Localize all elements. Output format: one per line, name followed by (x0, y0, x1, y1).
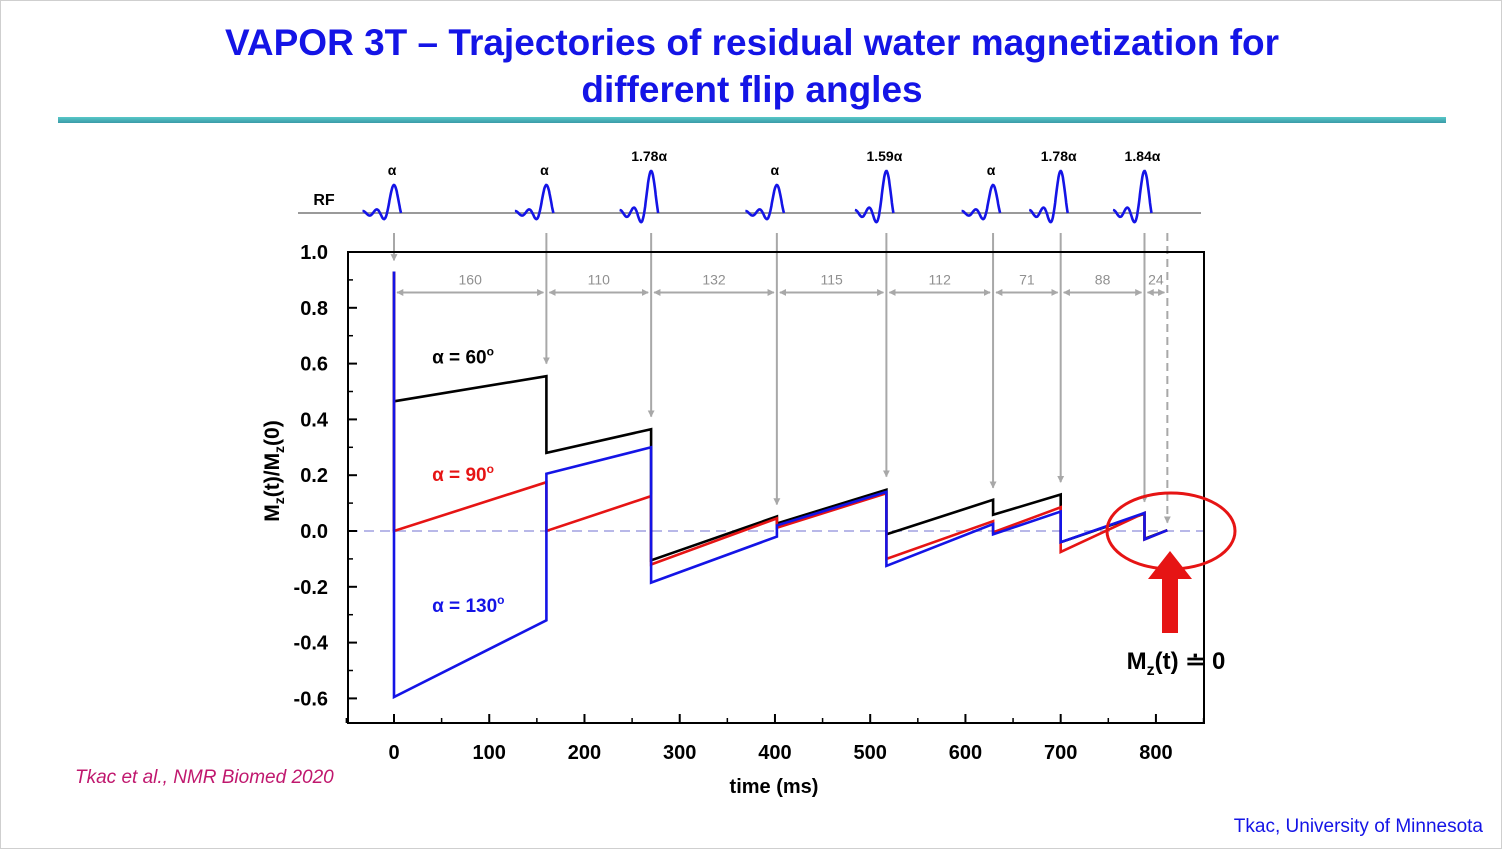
series-line-1 (392, 271, 1168, 567)
annotation (1105, 491, 1237, 633)
y-tick-label-4: 0.2 (300, 465, 328, 487)
rf-pulse-label-6: 1.78α (1041, 148, 1077, 164)
title-underline (58, 117, 1446, 123)
rf-pulse-1 (514, 183, 555, 221)
highlight-arrow (1148, 551, 1192, 633)
rf-label: RF (313, 192, 335, 209)
rf-pulse-label-7: 1.84α (1125, 148, 1161, 164)
interval-label-0: 160 (459, 271, 483, 287)
interval-label-6: 88 (1095, 271, 1111, 287)
x-tick-label-8: 800 (1139, 742, 1172, 764)
interval-label-7: 24 (1148, 271, 1164, 287)
rf-pulse-4 (854, 169, 895, 224)
rf-pulse-7 (1112, 169, 1153, 224)
y-axis-label: Mz(t)/Mz(0) (261, 420, 287, 521)
series-label-2: α = 130o (432, 593, 504, 617)
rf-pulse-5 (961, 183, 1002, 221)
x-axis-label: time (ms) (730, 776, 819, 798)
rf-pulse-label-3: α (771, 162, 780, 178)
x-tick-label-6: 600 (949, 742, 982, 764)
x-tick-label-4: 400 (758, 742, 791, 764)
y-tick-label-3: 0.4 (300, 409, 329, 431)
series-line-0 (392, 271, 1168, 563)
interval-label-4: 112 (929, 271, 952, 287)
interval-label-1: 110 (588, 271, 611, 287)
interval-arrows: 160 110 132 115 112 71 88 24 (396, 271, 1166, 296)
title-line-2: different flip angles (581, 69, 923, 110)
slide-title: VAPOR 3T – Trajectories of residual wate… (1, 19, 1502, 113)
y-tick-label-6: -0.2 (294, 577, 328, 599)
series-lines (392, 271, 1168, 700)
x-tick-label-2: 200 (568, 742, 601, 764)
series-line-2 (392, 271, 1168, 700)
series-label-1: α = 90o (432, 462, 494, 486)
pulse-drop-arrows (390, 233, 1171, 524)
interval-label-2: 132 (702, 271, 726, 287)
y-tick-label-5: 0.0 (300, 521, 328, 543)
x-tick-label-0: 0 (388, 742, 399, 764)
x-tick-label-3: 300 (663, 742, 696, 764)
rf-pulse-label-4: 1.59α (866, 148, 902, 164)
rf-pulse-0 (362, 183, 403, 221)
rf-pulse-3 (745, 183, 786, 221)
y-tick-label-7: -0.4 (294, 633, 329, 655)
plot-frame (347, 251, 1205, 724)
series-label-0: α = 60o (432, 345, 494, 369)
axes: 1.0 0.8 0.6 0.4 0.2 0.0 -0.2 -0.4 -0.6 0 100 200 300… (294, 242, 1205, 764)
y-tick-label-2: 0.6 (300, 354, 328, 376)
rf-pulse-train: α α 1.78α α 1.59α α 1.78α 1.84α (298, 148, 1201, 224)
interval-label-3: 115 (820, 271, 843, 287)
y-tick-label-0: 1.0 (300, 242, 328, 264)
y-tick-label-8: -0.6 (294, 688, 328, 710)
interval-label-5: 71 (1019, 271, 1035, 287)
x-tick-label-5: 500 (854, 742, 887, 764)
series-labels: α = 60o α = 90o α = 130o (432, 345, 504, 617)
rf-pulse-label-5: α (987, 162, 996, 178)
rf-pulse-label-2: 1.78α (631, 148, 667, 164)
citation: Tkac et al., NMR Biomed 2020 (75, 767, 334, 788)
y-tick-label-1: 0.8 (300, 298, 328, 320)
author-credit: Tkac, University of Minnesota (1233, 816, 1483, 837)
x-tick-label-7: 700 (1044, 742, 1077, 764)
rf-pulse-label-0: α (388, 162, 397, 178)
x-tick-label-1: 100 (473, 742, 506, 764)
rf-pulse-label-1: α (540, 162, 549, 178)
mz-zero-annotation: Mz(t) ≐ 0 (1127, 648, 1226, 679)
title-line-1: VAPOR 3T – Trajectories of residual wate… (224, 22, 1280, 63)
rf-pulse-2 (619, 169, 660, 224)
rf-pulse-6 (1028, 169, 1069, 224)
